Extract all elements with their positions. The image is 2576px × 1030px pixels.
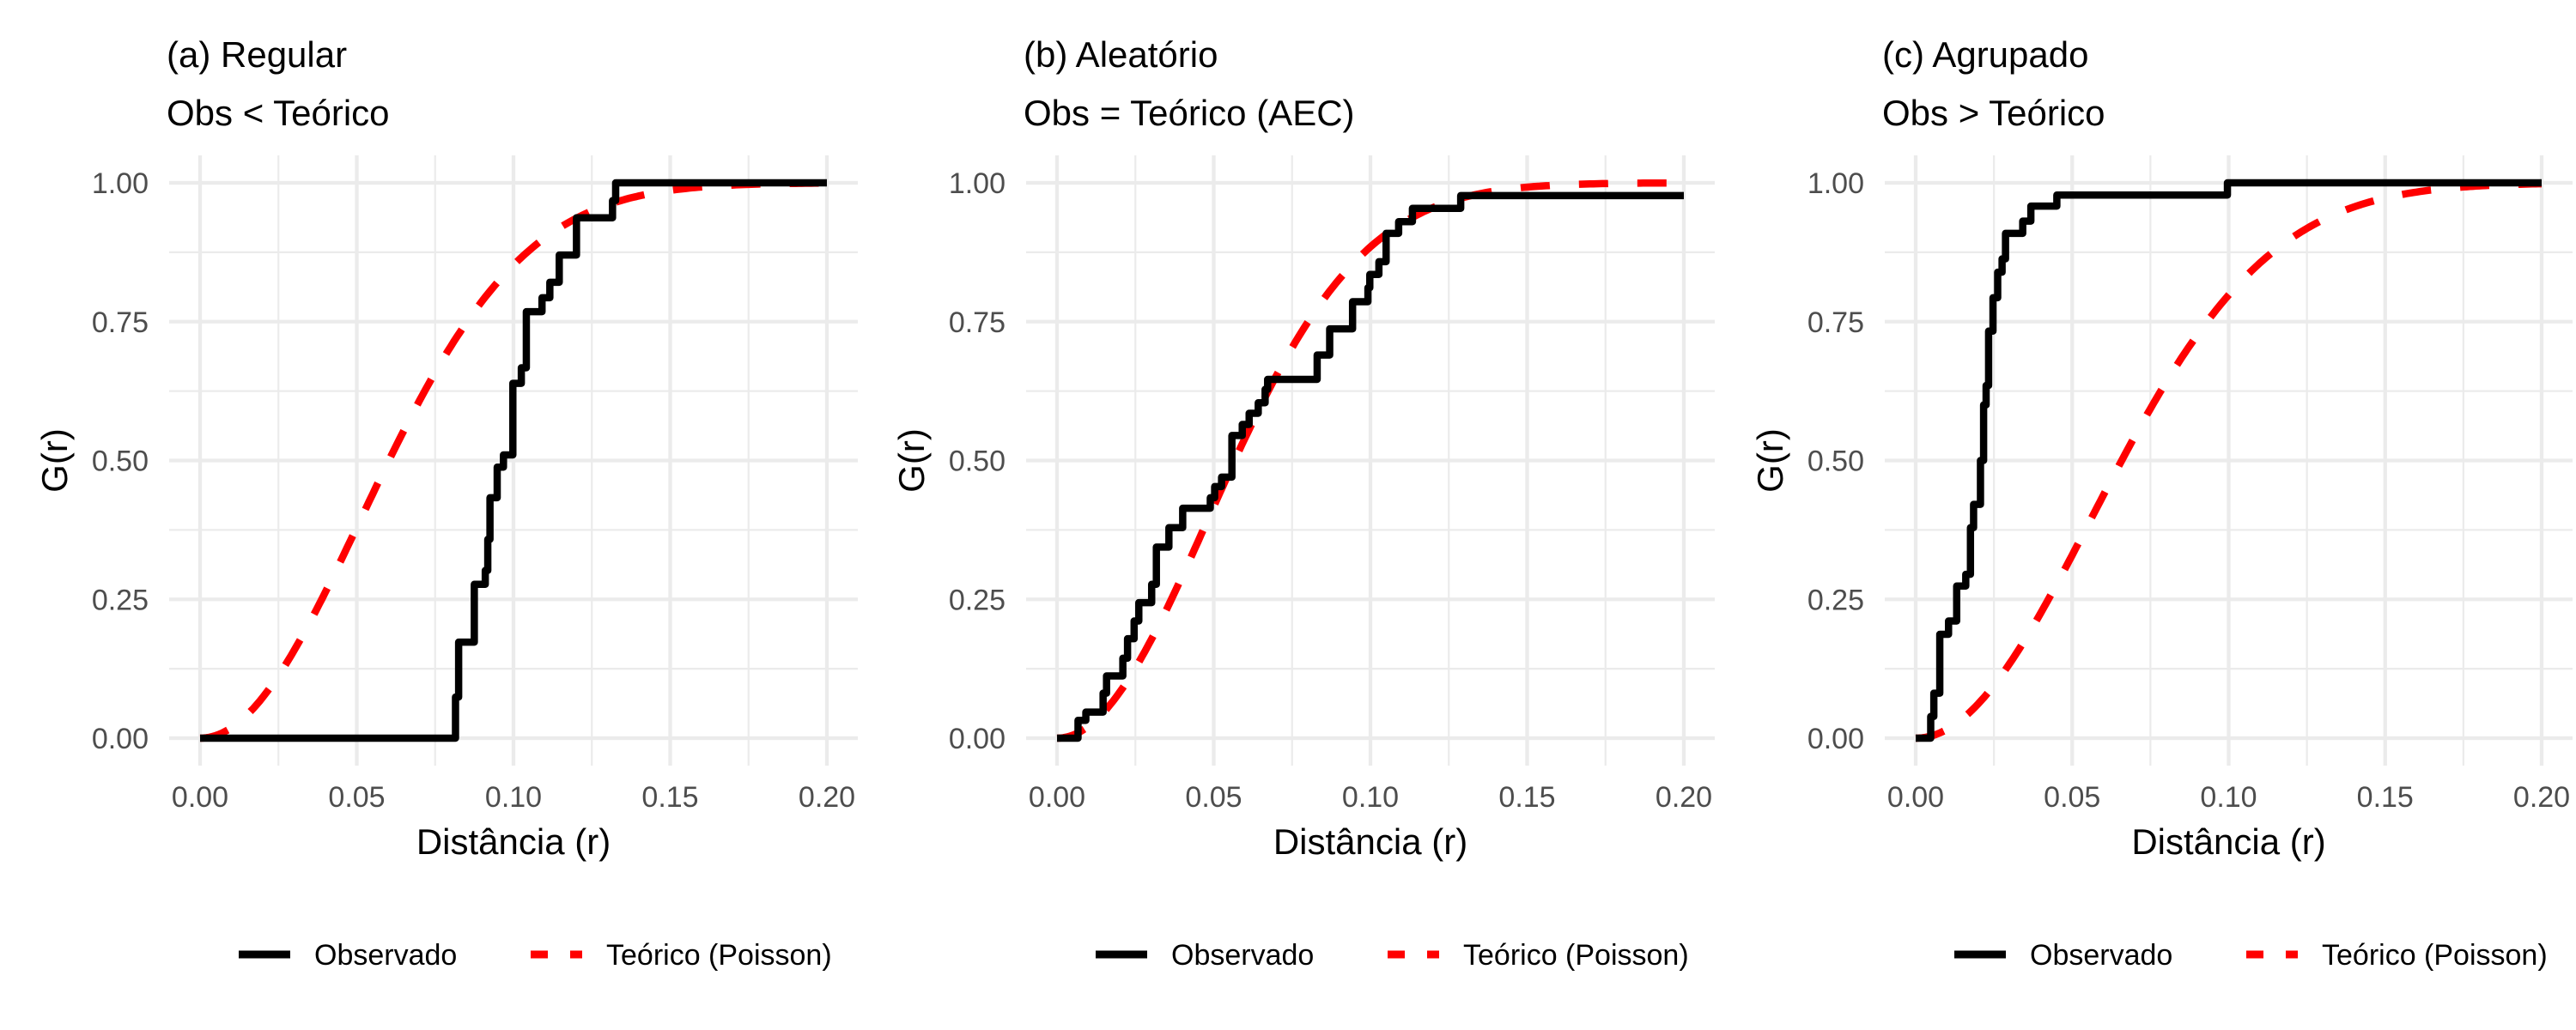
y-tick-label: 0.00 <box>1807 723 1864 755</box>
legend-theoretical-label: Teórico (Poisson) <box>2322 939 2548 972</box>
legend-observed-label: Observado <box>1171 939 1314 972</box>
observed-line <box>1916 179 2542 742</box>
x-axis-title: Distância (r) <box>2131 821 2325 862</box>
panel-b-grid <box>1026 155 1715 766</box>
panel-c-subtitle: Obs > Teórico <box>1882 93 2105 133</box>
panel-b-x-ticks: 0.00 0.05 0.10 0.15 0.20 <box>1029 781 1712 814</box>
y-tick-label: 1.00 <box>949 167 1005 200</box>
x-tick-label: 0.15 <box>641 781 698 814</box>
x-axis-title: Distância (r) <box>1273 821 1467 862</box>
panel-a-grid <box>169 155 858 766</box>
y-tick-label: 0.25 <box>92 584 149 616</box>
y-tick-label: 0.00 <box>949 723 1005 755</box>
panel-b-legend: Observado Teórico (Poisson) <box>1096 939 1689 972</box>
x-tick-label: 0.05 <box>328 781 385 814</box>
panel-a-legend: Observado Teórico (Poisson) <box>239 939 832 972</box>
x-tick-label: 0.10 <box>2200 781 2257 814</box>
y-axis-title: G(r) <box>891 428 932 493</box>
panel-c: (c) Agrupado Obs > Teórico 0.00 0.25 0.5… <box>1750 34 2573 972</box>
theoretical-line <box>1056 179 1684 742</box>
observed-line <box>200 179 827 742</box>
legend-theoretical-label: Teórico (Poisson) <box>1463 939 1689 972</box>
legend-observed-label: Observado <box>314 939 457 972</box>
y-axis-title: G(r) <box>34 428 75 493</box>
x-tick-label: 0.10 <box>1342 781 1399 814</box>
x-tick-label: 0.05 <box>1185 781 1242 814</box>
legend-theoretical-label: Teórico (Poisson) <box>606 939 832 972</box>
panel-b-title: (b) Aleatório <box>1024 34 1218 75</box>
y-tick-label: 0.75 <box>949 306 1005 339</box>
x-tick-label: 0.15 <box>1498 781 1555 814</box>
y-tick-label: 0.75 <box>92 306 149 339</box>
panel-c-legend: Observado Teórico (Poisson) <box>1954 939 2548 972</box>
y-tick-label: 0.00 <box>92 723 149 755</box>
x-axis-title: Distância (r) <box>416 821 611 862</box>
panel-a-x-ticks: 0.00 0.05 0.10 0.15 0.20 <box>172 781 855 814</box>
x-tick-label: 0.05 <box>2044 781 2100 814</box>
x-tick-label: 0.20 <box>799 781 855 814</box>
panel-a: (a) Regular Obs < Teórico 0.00 0.25 0.50… <box>34 34 858 972</box>
panel-b-y-ticks: 0.00 0.25 0.50 0.75 1.00 <box>949 167 1005 755</box>
y-tick-label: 1.00 <box>92 167 149 200</box>
panel-c-x-ticks: 0.00 0.05 0.10 0.15 0.20 <box>1887 781 2570 814</box>
y-tick-label: 0.75 <box>1807 306 1864 339</box>
y-axis-title: G(r) <box>1750 428 1790 493</box>
y-tick-label: 0.50 <box>949 445 1005 478</box>
y-tick-label: 0.50 <box>1807 445 1864 478</box>
x-tick-label: 0.00 <box>1029 781 1085 814</box>
y-tick-label: 0.25 <box>949 584 1005 616</box>
x-tick-label: 0.20 <box>2513 781 2570 814</box>
y-tick-label: 0.25 <box>1807 584 1864 616</box>
observed-line <box>1057 191 1684 742</box>
panel-a-title: (a) Regular <box>167 34 347 75</box>
panel-b-subtitle: Obs = Teórico (AEC) <box>1024 93 1355 133</box>
panel-c-title: (c) Agrupado <box>1882 34 2088 75</box>
panel-c-grid <box>1885 155 2573 766</box>
x-tick-label: 0.10 <box>485 781 542 814</box>
x-tick-label: 0.00 <box>172 781 228 814</box>
panel-c-y-ticks: 0.00 0.25 0.50 0.75 1.00 <box>1807 167 1864 755</box>
y-tick-label: 1.00 <box>1807 167 1864 200</box>
x-tick-label: 0.20 <box>1656 781 1712 814</box>
panel-a-y-ticks: 0.00 0.25 0.50 0.75 1.00 <box>92 167 149 755</box>
theoretical-line <box>1915 179 2542 742</box>
panel-a-subtitle: Obs < Teórico <box>167 93 390 133</box>
x-tick-label: 0.00 <box>1887 781 1944 814</box>
legend-observed-label: Observado <box>2030 939 2172 972</box>
y-tick-label: 0.50 <box>92 445 149 478</box>
panel-b: (b) Aleatório Obs = Teórico (AEC) 0.00 0… <box>891 34 1715 972</box>
x-tick-label: 0.15 <box>2357 781 2414 814</box>
